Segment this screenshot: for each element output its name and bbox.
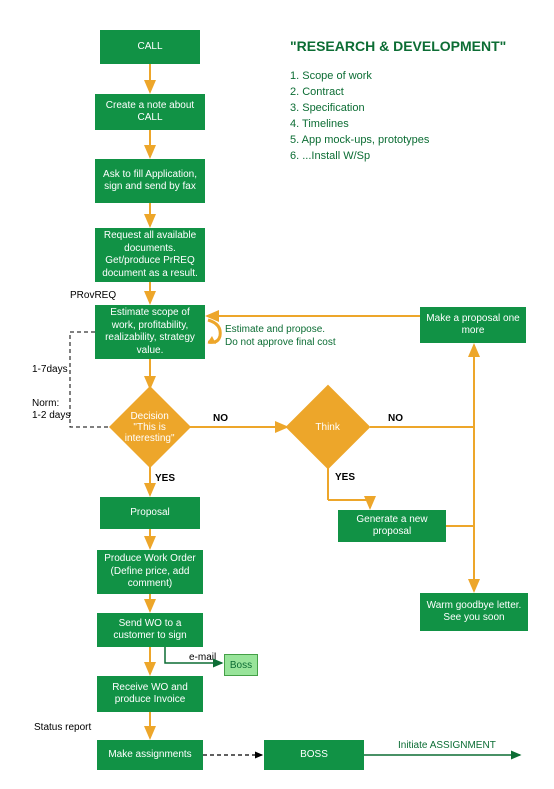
- node-note-label: Create a note about CALL: [99, 100, 201, 125]
- node-produce-wo-label: Produce Work Order (Define price, add co…: [101, 553, 199, 591]
- node-boss-big: BOSS: [264, 740, 364, 770]
- node-estimate: Estimate scope of work, profitability, r…: [95, 305, 205, 359]
- node-request-label: Request all available documents. Get/pro…: [99, 230, 201, 280]
- node-gen-proposal-label: Generate a new proposal: [342, 514, 442, 539]
- list-2: 2. Contract: [290, 86, 344, 98]
- node-receive-wo-label: Receive WO and produce Invoice: [101, 682, 199, 707]
- label-yes2: YES: [335, 472, 355, 483]
- node-decision-label: Decision "This is interesting": [121, 411, 179, 444]
- node-note: Create a note about CALL: [95, 94, 205, 130]
- node-warm-label: Warm goodbye letter. See you soon: [424, 600, 524, 625]
- list-5: 5. App mock-ups, prototypes: [290, 134, 429, 146]
- node-ask-label: Ask to fill Application, sign and send b…: [99, 169, 201, 194]
- node-make-prop-one-label: Make a proposal one more: [424, 313, 522, 338]
- label-norm: Norm:1-2 days: [32, 398, 82, 422]
- label-days1: 1-7days: [32, 364, 68, 375]
- list-1: 1. Scope of work: [290, 70, 372, 82]
- node-make-assign-label: Make assignments: [108, 749, 191, 762]
- label-status: Status report: [34, 722, 91, 733]
- node-boss-big-label: BOSS: [300, 749, 328, 762]
- node-think-label: Think: [298, 422, 358, 433]
- node-proposal-label: Proposal: [130, 507, 169, 520]
- node-produce-wo: Produce Work Order (Define price, add co…: [97, 550, 203, 594]
- node-gen-proposal: Generate a new proposal: [338, 510, 446, 542]
- rd-title: "RESEARCH & DEVELOPMENT": [290, 38, 506, 54]
- node-proposal: Proposal: [100, 497, 200, 529]
- list-3: 3. Specification: [290, 102, 365, 114]
- node-call: CALL: [100, 30, 200, 64]
- label-no1: NO: [213, 413, 228, 424]
- node-receive-wo: Receive WO and produce Invoice: [97, 676, 203, 712]
- label-no2: NO: [388, 413, 403, 424]
- node-make-prop-one: Make a proposal one more: [420, 307, 526, 343]
- node-send-wo-label: Send WO to a customer to sign: [101, 618, 199, 643]
- flow-arrows: [0, 0, 554, 789]
- label-provreq: PRovREQ: [70, 290, 116, 301]
- label-est-note: Estimate and propose.Do not approve fina…: [225, 323, 355, 349]
- node-boss-small-label: Boss: [230, 660, 252, 671]
- node-ask: Ask to fill Application, sign and send b…: [95, 159, 205, 203]
- node-request: Request all available documents. Get/pro…: [95, 228, 205, 282]
- curl-icon: [204, 318, 226, 348]
- node-estimate-label: Estimate scope of work, profitability, r…: [99, 307, 201, 357]
- node-think: Think: [286, 385, 371, 470]
- node-warm: Warm goodbye letter. See you soon: [420, 593, 528, 631]
- node-call-label: CALL: [137, 41, 162, 54]
- node-make-assign: Make assignments: [97, 740, 203, 770]
- list-6: 6. ...Install W/Sp: [290, 150, 370, 162]
- label-initiate: Initiate ASSIGNMENT: [398, 740, 496, 751]
- label-yes1: YES: [155, 473, 175, 484]
- label-email: e-mail: [189, 652, 216, 663]
- list-4: 4. Timelines: [290, 118, 349, 130]
- node-send-wo: Send WO to a customer to sign: [97, 613, 203, 647]
- node-boss-small: Boss: [224, 654, 258, 676]
- node-decision: Decision "This is interesting": [109, 386, 191, 468]
